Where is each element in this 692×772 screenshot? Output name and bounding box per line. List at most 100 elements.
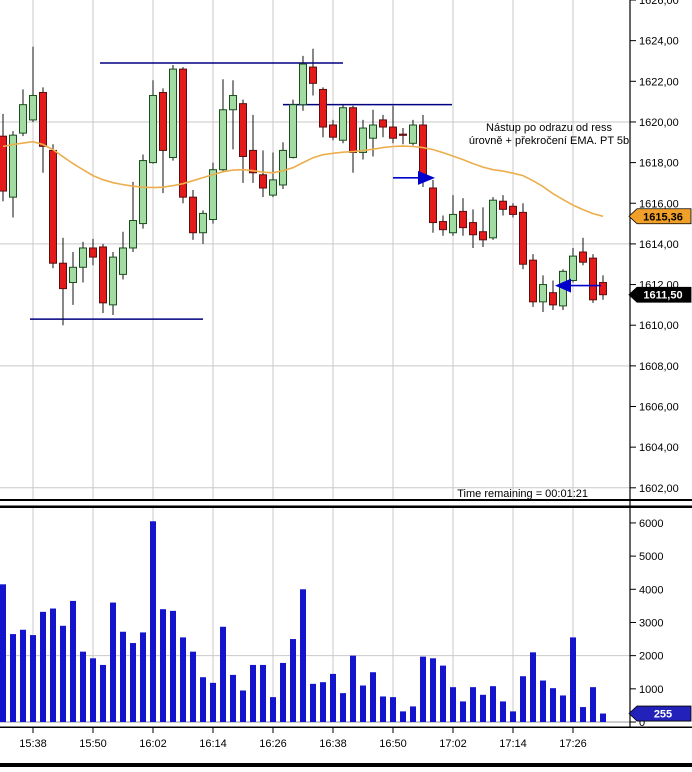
volume-axis-label: 6000 bbox=[639, 518, 663, 530]
time-axis-label: 16:26 bbox=[259, 738, 287, 750]
volume-axis-label: 0 bbox=[639, 717, 645, 729]
volume-bar bbox=[410, 706, 416, 722]
pane-divider[interactable] bbox=[0, 505, 692, 509]
price-pane-bottom-border bbox=[0, 499, 692, 501]
volume-bar bbox=[510, 711, 516, 722]
candlestick bbox=[139, 160, 147, 225]
volume-bar bbox=[370, 672, 376, 722]
time-axis-label: 16:02 bbox=[139, 738, 167, 750]
volume-axis-label: 1000 bbox=[639, 684, 663, 696]
volume-bar bbox=[270, 697, 276, 722]
axes: 1626,00 1624,00 1622,00 1620,00 1618,00 1616,… bbox=[19, 0, 679, 750]
volume-bar bbox=[560, 695, 566, 722]
volume-bar bbox=[340, 693, 346, 722]
price-axis-label: 1604,00 bbox=[639, 442, 679, 454]
volume-bar bbox=[150, 521, 156, 722]
candlestick bbox=[469, 222, 477, 236]
time-axis-label: 15:50 bbox=[79, 738, 107, 750]
price-axis-label: 1614,00 bbox=[639, 239, 679, 251]
volume-bar bbox=[330, 673, 336, 722]
candlestick bbox=[549, 292, 557, 306]
volume-bar bbox=[70, 600, 76, 722]
candlestick bbox=[29, 95, 37, 121]
volume-bar bbox=[130, 643, 136, 722]
exit-arrow-icon bbox=[555, 278, 571, 293]
candlestick bbox=[19, 104, 27, 134]
ema-price-tag: 1615,36 bbox=[628, 208, 692, 225]
volume-bar bbox=[200, 677, 206, 722]
volume-bar bbox=[30, 635, 36, 722]
volume-bar bbox=[360, 685, 366, 722]
candlestick bbox=[579, 251, 587, 263]
time-axis-label: 17:14 bbox=[499, 738, 527, 750]
volume-bar bbox=[290, 639, 296, 722]
candlestick bbox=[69, 266, 77, 284]
time-axis-label: 16:50 bbox=[379, 738, 407, 750]
time-axis-border bbox=[0, 726, 692, 728]
time-remaining-label: Time remaining = 00:01:21 bbox=[457, 488, 588, 500]
volume-bar bbox=[350, 655, 356, 722]
volume-bar bbox=[520, 676, 526, 722]
volume-bar bbox=[180, 637, 186, 722]
volume-bar bbox=[570, 637, 576, 722]
candlestick bbox=[589, 257, 597, 301]
volume-bar bbox=[480, 694, 486, 722]
volume-bar bbox=[590, 687, 596, 722]
volume-bar bbox=[420, 656, 426, 722]
candlestick bbox=[519, 211, 527, 265]
volume-bar bbox=[60, 625, 66, 722]
candlestick bbox=[419, 124, 427, 179]
candlestick bbox=[369, 124, 377, 139]
candlestick bbox=[209, 169, 217, 221]
candlestick bbox=[439, 221, 447, 231]
candlestick bbox=[389, 126, 397, 139]
price-axis-label: 1626,00 bbox=[639, 0, 679, 7]
price-axis-label: 1620,00 bbox=[639, 117, 679, 129]
candlestick bbox=[539, 284, 547, 303]
volume-bar bbox=[110, 602, 116, 722]
candlestick bbox=[119, 247, 127, 275]
price-axis-label: 1624,00 bbox=[639, 36, 679, 48]
time-axis-label: 17:26 bbox=[559, 738, 587, 750]
volume-bar bbox=[500, 701, 506, 722]
volume-bar bbox=[140, 632, 146, 722]
price-axis-label: 1606,00 bbox=[639, 402, 679, 414]
volume-bar bbox=[320, 682, 326, 722]
candlestick bbox=[89, 247, 97, 258]
candlestick bbox=[259, 174, 267, 189]
volume-bar bbox=[490, 686, 496, 722]
candlestick bbox=[399, 133, 407, 136]
ema-price-tag-shape bbox=[628, 208, 692, 225]
candlestick bbox=[339, 107, 347, 141]
volume-bar bbox=[220, 626, 226, 722]
volume-bar bbox=[430, 658, 436, 722]
candlestick bbox=[229, 95, 237, 111]
volume-bar bbox=[250, 664, 256, 722]
candlestick bbox=[289, 104, 297, 159]
candlestick bbox=[249, 149, 257, 174]
ema-path bbox=[2, 140, 604, 218]
candlestick bbox=[499, 200, 507, 210]
candlestick bbox=[49, 149, 57, 264]
candlestick bbox=[329, 124, 337, 138]
last-price-tag: 1611,50 bbox=[628, 286, 692, 303]
candlestick bbox=[59, 262, 67, 290]
buy-arrow-icon bbox=[418, 170, 435, 185]
volume-bar bbox=[310, 683, 316, 722]
candlestick bbox=[199, 212, 207, 234]
candlestick bbox=[299, 63, 307, 106]
candlestick bbox=[109, 256, 117, 306]
price-tags: 1615,36 1611,50 255 bbox=[628, 208, 692, 722]
volume-bar bbox=[0, 584, 6, 722]
candlestick bbox=[9, 134, 17, 198]
volume-bar bbox=[80, 651, 86, 722]
volume-bar bbox=[40, 611, 46, 722]
candlestick bbox=[269, 179, 277, 196]
volume-bar bbox=[300, 589, 306, 722]
candlestick bbox=[479, 231, 487, 241]
candlestick bbox=[529, 259, 537, 303]
time-axis-label: 17:02 bbox=[439, 738, 467, 750]
volume-bar bbox=[470, 687, 476, 722]
volume-bar bbox=[260, 664, 266, 722]
